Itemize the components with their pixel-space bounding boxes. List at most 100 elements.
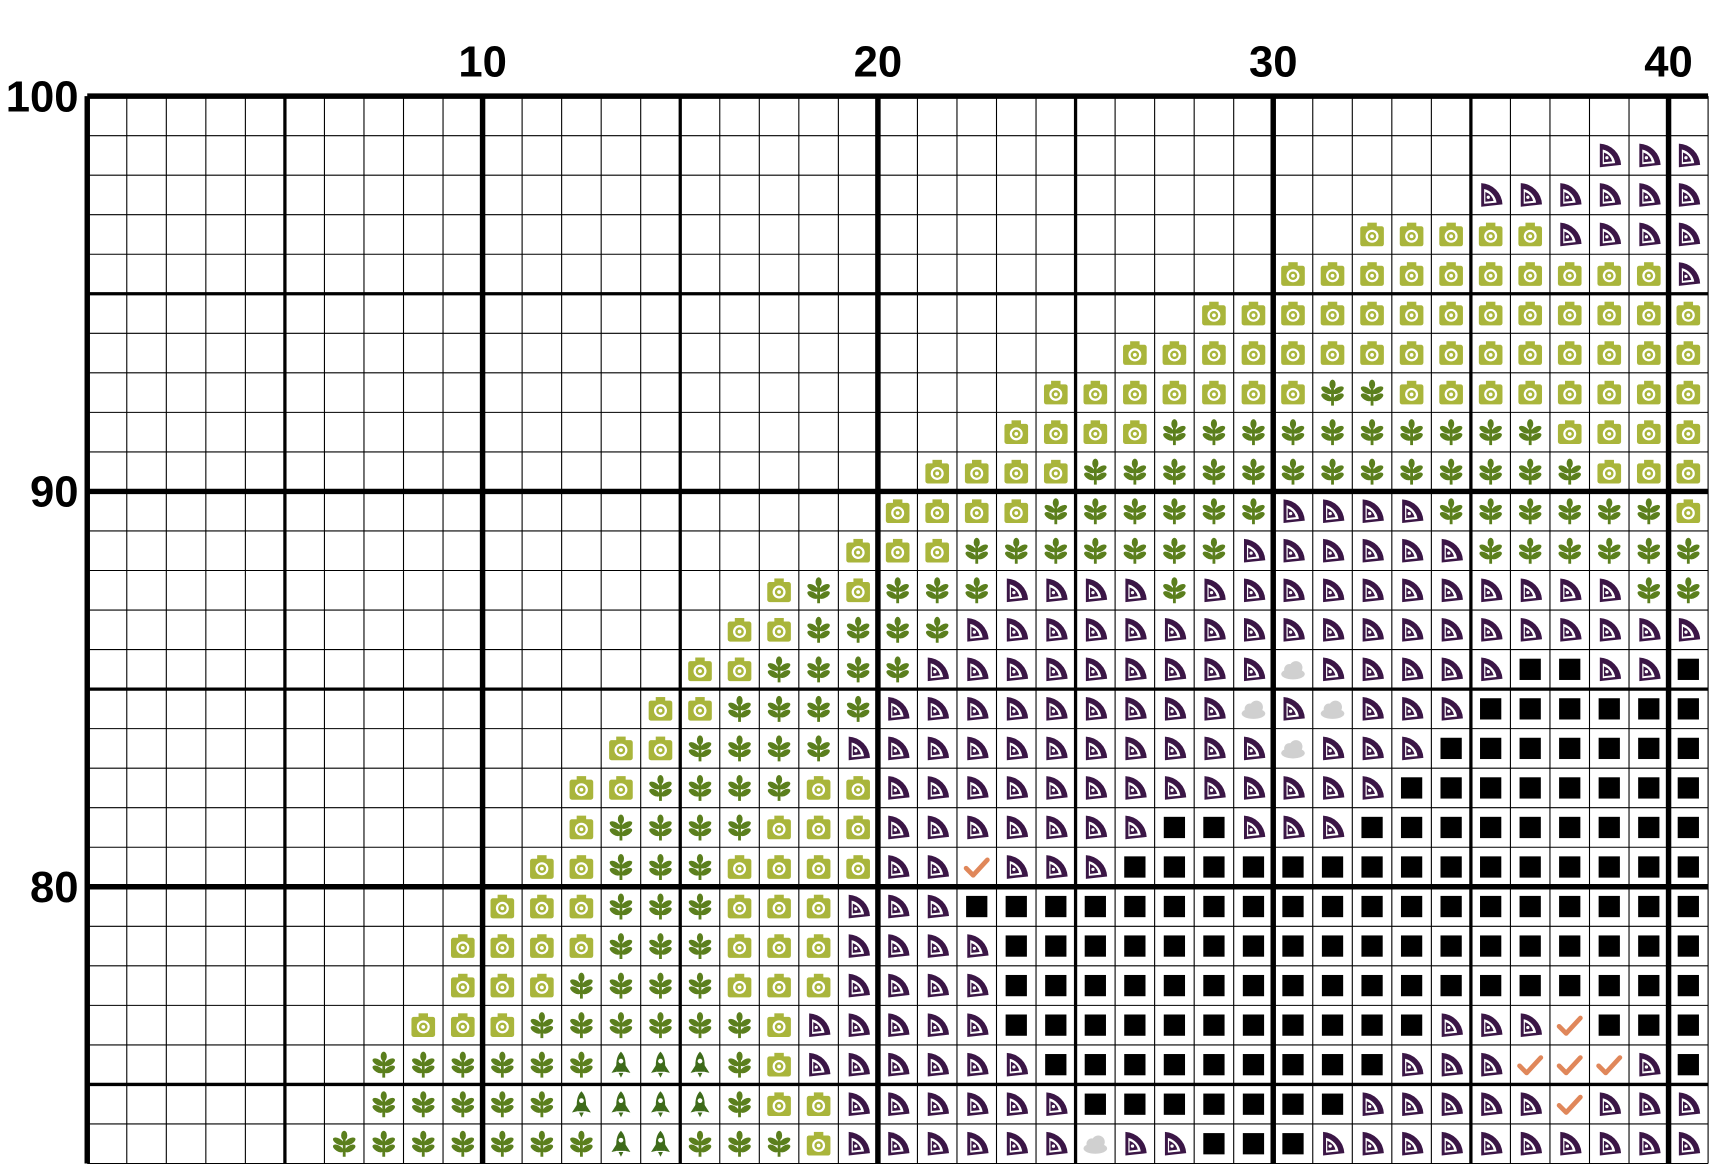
camera-symbol	[688, 657, 712, 682]
pizza-symbol	[888, 736, 910, 761]
square-symbol	[1242, 1093, 1265, 1115]
camera-symbol	[569, 894, 594, 919]
pizza-symbol	[927, 1131, 950, 1156]
leaf-symbol	[765, 734, 793, 763]
square-symbol	[1638, 777, 1660, 799]
pizza-symbol	[1323, 538, 1345, 563]
camera-symbol	[1004, 499, 1029, 524]
pizza-symbol	[1323, 815, 1345, 840]
square-symbol	[1045, 935, 1067, 957]
square-symbol	[1677, 974, 1699, 997]
pizza-symbol	[1046, 736, 1068, 761]
square-symbol	[1203, 1054, 1225, 1076]
pizza-symbol	[1520, 1092, 1543, 1117]
pizza-symbol	[1678, 1131, 1701, 1156]
square-symbol	[1677, 698, 1699, 720]
pizza-symbol	[888, 855, 910, 879]
camera-symbol	[767, 855, 791, 879]
leaf-symbol	[448, 1129, 477, 1158]
leaf-symbol	[1437, 417, 1466, 447]
pizza-symbol	[1164, 617, 1187, 642]
pizza-symbol	[1599, 183, 1622, 207]
leaf-symbol	[1516, 497, 1545, 526]
pizza-symbol	[1362, 538, 1384, 563]
camera-symbol	[767, 1092, 791, 1117]
leaf-symbol	[646, 813, 675, 842]
square-symbol	[1163, 856, 1186, 878]
leaf-symbol	[607, 1010, 635, 1040]
pizza-symbol	[1639, 143, 1661, 168]
camera-symbol	[569, 776, 594, 800]
pizza-symbol	[1125, 617, 1147, 642]
camera-symbol	[490, 934, 515, 958]
camera-symbol	[925, 499, 950, 524]
camera-symbol	[1241, 380, 1266, 405]
camera-symbol	[1518, 222, 1543, 247]
square-symbol	[1638, 737, 1660, 760]
square-symbol	[1559, 777, 1581, 799]
pizza-symbol	[1441, 1092, 1463, 1117]
pizza-symbol	[1046, 578, 1068, 603]
square-symbol	[1519, 935, 1541, 957]
pizza-symbol	[848, 736, 870, 761]
square-symbol	[1400, 974, 1423, 997]
square-symbol	[1321, 1054, 1344, 1076]
pizza-symbol	[1046, 697, 1068, 721]
camera-symbol	[1478, 301, 1503, 326]
camera-symbol	[1676, 459, 1701, 484]
leaf-symbol	[1595, 497, 1624, 526]
leaf-symbol	[686, 931, 714, 961]
camera-symbol	[1043, 459, 1068, 484]
pizza-symbol	[967, 736, 989, 761]
pizza-symbol	[1599, 657, 1622, 682]
rocket-symbol	[651, 1130, 670, 1157]
camera-symbol	[1597, 341, 1622, 365]
leaf-symbol	[330, 1129, 359, 1158]
leaf-symbol	[488, 1129, 517, 1158]
leaf-symbol	[686, 892, 714, 921]
square-symbol	[1084, 1014, 1106, 1036]
pizza-symbol	[1046, 776, 1068, 800]
pizza-symbol	[1244, 578, 1266, 603]
pizza-symbol	[888, 697, 910, 721]
grid-lines	[84, 93, 1709, 1165]
pizza-symbol	[1006, 1092, 1029, 1117]
pizza-symbol	[1599, 578, 1622, 603]
leaf-symbol	[567, 1050, 596, 1079]
camera-symbol	[1043, 420, 1068, 444]
pizza-symbol	[1323, 578, 1345, 603]
leaf-symbol	[527, 1090, 556, 1119]
square-symbol	[1519, 816, 1541, 839]
square-symbol	[1598, 974, 1620, 997]
camera-symbol	[767, 578, 791, 603]
pizza-symbol	[1678, 183, 1701, 207]
camera-symbol	[1202, 341, 1226, 365]
pizza-symbol	[1560, 183, 1582, 207]
leaf-symbol	[1397, 417, 1426, 447]
camera-symbol	[806, 815, 831, 840]
leaf-symbol	[725, 694, 754, 724]
camera-symbol	[1557, 341, 1582, 365]
square-symbol	[1124, 935, 1146, 957]
camera-symbol	[1597, 380, 1622, 405]
square-symbol	[1282, 1014, 1304, 1036]
check-symbol	[1520, 1058, 1541, 1073]
pizza-symbol	[1204, 578, 1226, 603]
leaf-symbol	[923, 615, 952, 644]
square-symbol	[1361, 895, 1383, 918]
camera-symbol	[1557, 380, 1582, 405]
leaf-symbol	[725, 1129, 754, 1158]
leaf-symbol	[804, 576, 833, 605]
square-symbol	[1242, 895, 1265, 918]
square-symbol	[1677, 856, 1699, 878]
camera-symbol	[1597, 459, 1622, 484]
leaf-symbol	[1516, 457, 1545, 486]
pizza-symbol	[1283, 538, 1305, 563]
pizza-symbol	[1283, 578, 1305, 603]
pizza-symbol	[1402, 1092, 1424, 1117]
pizza-symbol	[1125, 815, 1147, 840]
pizza-symbol	[1520, 1013, 1543, 1037]
leaf-symbol	[844, 615, 873, 644]
square-symbol	[1203, 816, 1225, 839]
square-symbol	[1084, 1054, 1106, 1076]
